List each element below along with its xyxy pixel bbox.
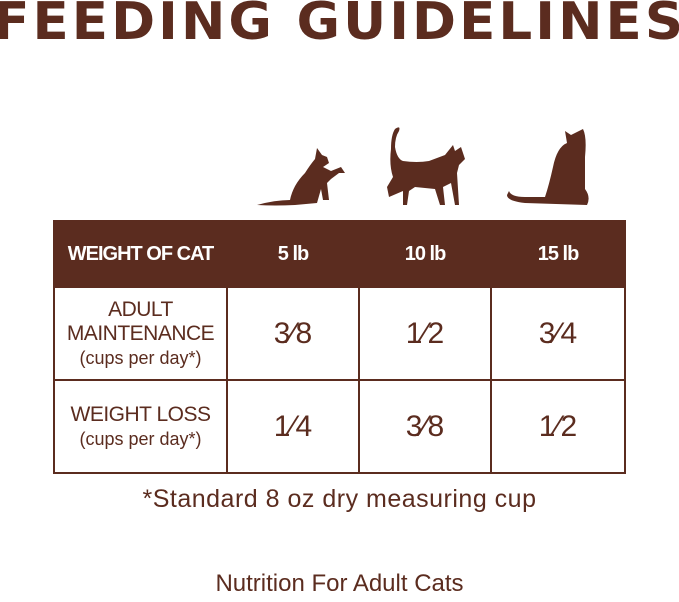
header-weight-of-cat: WEIGHT OF CAT bbox=[53, 220, 228, 288]
footnote: *Standard 8 oz dry measuring cup bbox=[142, 485, 537, 513]
table-header-row: WEIGHT OF CAT 5 lb 10 lb 15 lb bbox=[53, 220, 626, 288]
row-unit: (cups per day*) bbox=[79, 428, 202, 449]
header-15lb: 15 lb bbox=[490, 220, 626, 288]
value-cell: 3⁄8 bbox=[226, 286, 360, 381]
header-10lb: 10 lb bbox=[358, 220, 492, 288]
value-cell: 1⁄2 bbox=[358, 286, 492, 381]
sitting-cat-icon bbox=[507, 129, 589, 205]
value-cell: 1⁄4 bbox=[226, 379, 360, 474]
row-label: ADULT MAINTENANCE (cups per day*) bbox=[53, 286, 228, 381]
value-cell: 1⁄2 bbox=[490, 379, 626, 474]
page-title: FEEDING GUIDELINES bbox=[0, 0, 679, 52]
small-cat-icon bbox=[257, 148, 345, 206]
feeding-table: WEIGHT OF CAT 5 lb 10 lb 15 lb ADULT MAI… bbox=[53, 220, 626, 474]
value-cell: 3⁄8 bbox=[358, 379, 492, 474]
table-row: WEIGHT LOSS (cups per day*) 1⁄4 3⁄8 1⁄2 bbox=[53, 379, 626, 474]
subtitle: Nutrition For Adult Cats bbox=[215, 570, 464, 597]
value-cell: 3⁄4 bbox=[490, 286, 626, 381]
standing-cat-icon bbox=[387, 127, 465, 205]
row-unit: (cups per day*) bbox=[79, 347, 202, 368]
row-label-text: ADULT MAINTENANCE bbox=[66, 297, 215, 345]
header-5lb: 5 lb bbox=[226, 220, 360, 288]
row-label-text: WEIGHT LOSS bbox=[70, 402, 211, 426]
row-label: WEIGHT LOSS (cups per day*) bbox=[53, 379, 228, 474]
table-row: ADULT MAINTENANCE (cups per day*) 3⁄8 1⁄2… bbox=[53, 286, 626, 381]
